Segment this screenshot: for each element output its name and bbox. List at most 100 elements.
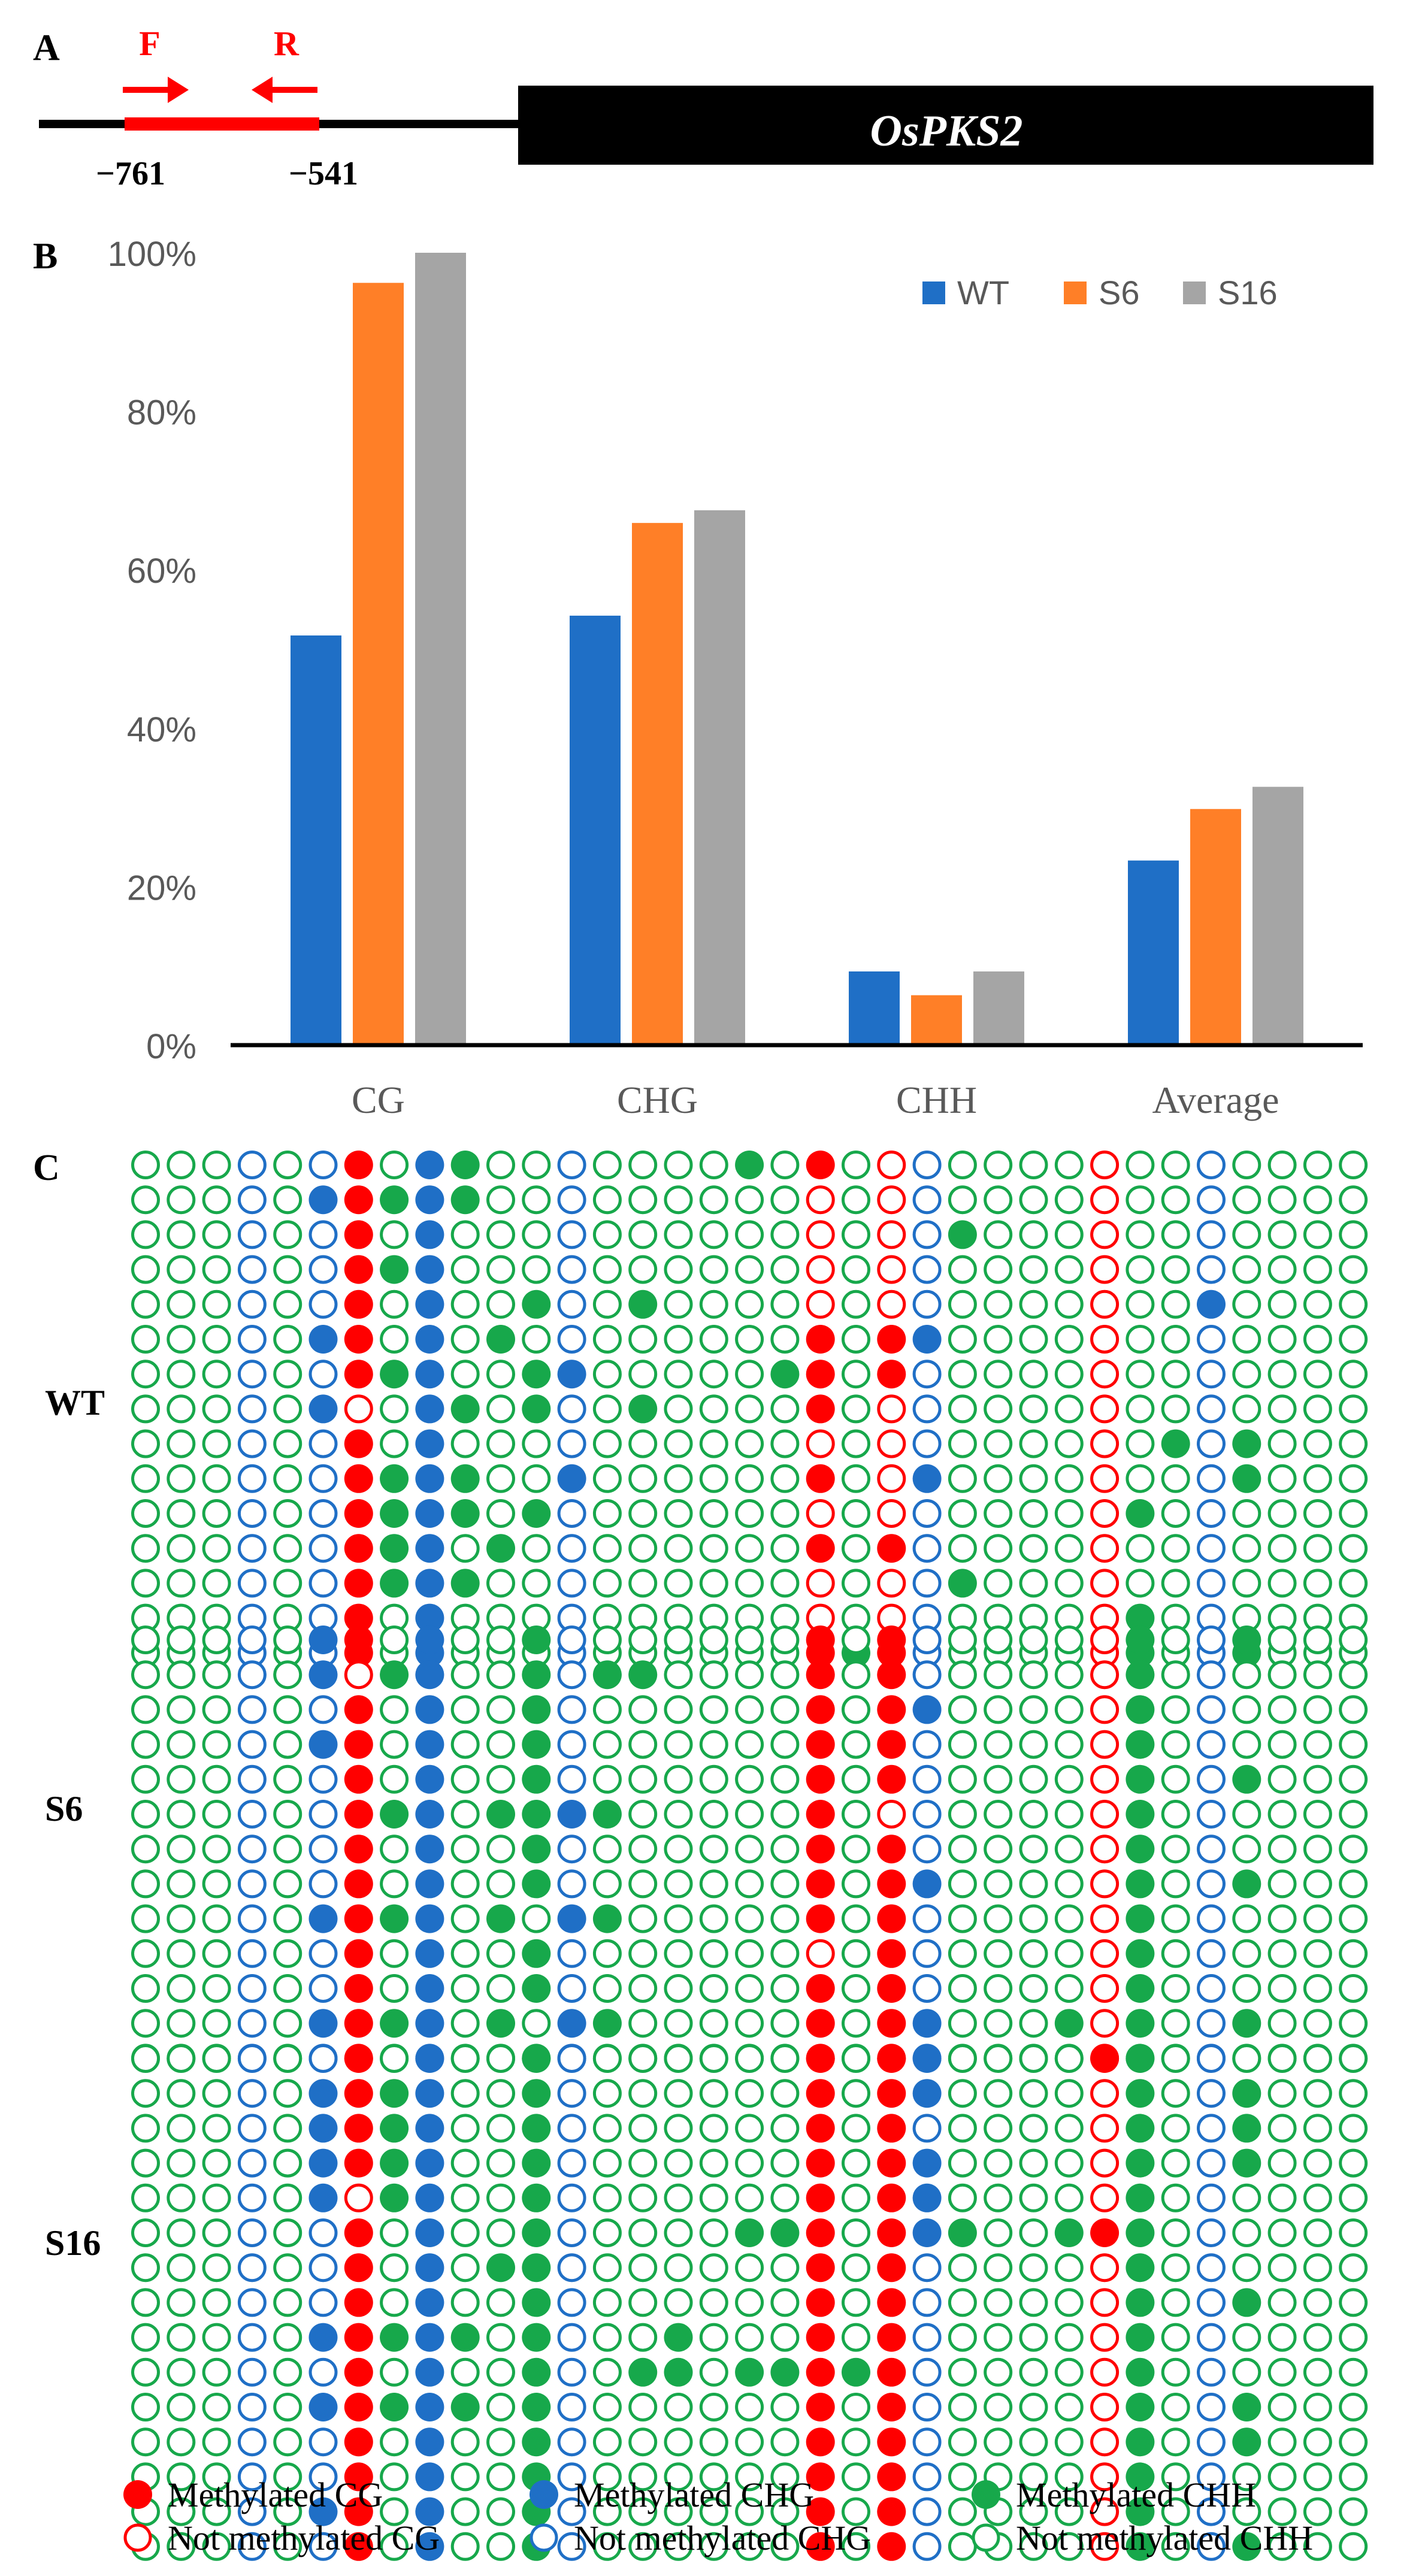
- site-chh-unmethylated: [1019, 1499, 1048, 1528]
- site-chg-unmethylated: [557, 2393, 586, 2421]
- site-chh-unmethylated: [202, 2044, 231, 2073]
- site-chg-methylated: [912, 1325, 942, 1354]
- site-chh-unmethylated: [167, 2218, 196, 2247]
- site-chh-unmethylated: [1019, 2393, 1048, 2421]
- site-chh-unmethylated: [486, 1185, 515, 1215]
- site-chh-unmethylated: [664, 1325, 693, 1354]
- site-chh-unmethylated: [770, 2323, 800, 2352]
- site-chh-unmethylated: [1303, 1220, 1332, 1249]
- site-cg-methylated: [877, 2253, 906, 2283]
- site-chh-unmethylated: [1232, 1660, 1261, 1690]
- site-chg-unmethylated: [1197, 2357, 1226, 2387]
- site-chh-unmethylated: [770, 1151, 800, 1179]
- site-chh-unmethylated: [664, 1695, 693, 1724]
- site-chh-unmethylated: [202, 2079, 231, 2108]
- site-chh-unmethylated: [1054, 2427, 1084, 2457]
- site-chh-unmethylated: [699, 1869, 728, 1899]
- site-chh-unmethylated: [1232, 1974, 1261, 2003]
- y-tick-label: 0%: [146, 1027, 196, 1066]
- site-chh-unmethylated: [1161, 2079, 1190, 2108]
- site-chh-unmethylated: [1232, 1904, 1261, 1933]
- site-chg-unmethylated: [237, 1939, 267, 1968]
- site-chh-unmethylated: [167, 2114, 196, 2143]
- site-cg-methylated: [877, 1904, 906, 1933]
- site-chh-unmethylated: [770, 2183, 800, 2212]
- site-chg-methylated: [912, 1695, 942, 1724]
- site-chh-unmethylated: [948, 2357, 977, 2387]
- site-chh-unmethylated: [699, 1800, 728, 1829]
- site-cg-methylated: [877, 2357, 906, 2387]
- site-cg-unmethylated: [806, 1499, 835, 1528]
- site-chh-unmethylated: [202, 2114, 231, 2143]
- site-chh-methylated: [1126, 1730, 1155, 1759]
- site-chh-unmethylated: [592, 1730, 622, 1759]
- site-chh-unmethylated: [1019, 1429, 1048, 1458]
- site-chh-unmethylated: [131, 1974, 160, 2003]
- site-chg-unmethylated: [1197, 2462, 1226, 2492]
- site-chh-unmethylated: [948, 1904, 977, 1933]
- site-cg-methylated: [806, 1325, 835, 1354]
- site-cg-methylated: [877, 2462, 906, 2492]
- site-chh-methylated: [522, 1625, 551, 1654]
- site-chh-unmethylated: [770, 2462, 800, 2492]
- site-cg-unmethylated: [1090, 1185, 1120, 1215]
- site-chh-methylated: [380, 2183, 409, 2212]
- site-chh-unmethylated: [522, 1464, 551, 1493]
- site-chg-unmethylated: [557, 2288, 586, 2317]
- site-chh-unmethylated: [1267, 1220, 1297, 1249]
- site-chh-unmethylated: [167, 2148, 196, 2178]
- site-cg-unmethylated: [1090, 2323, 1120, 2352]
- site-cg-unmethylated: [1090, 1569, 1120, 1598]
- site-chh-unmethylated: [202, 1730, 231, 1759]
- site-cg-methylated: [877, 1835, 906, 1864]
- site-chg-unmethylated: [912, 2357, 942, 2387]
- site-cg-methylated: [877, 2218, 906, 2247]
- site-cg-methylated: [344, 1255, 373, 1284]
- site-chh-unmethylated: [1267, 2393, 1297, 2421]
- site-chh-unmethylated: [131, 1289, 160, 1319]
- site-chg-unmethylated: [912, 1939, 942, 1968]
- site-chh-unmethylated: [380, 2044, 409, 2073]
- site-chh-methylated: [522, 2323, 551, 2352]
- site-chh-unmethylated: [984, 1289, 1013, 1319]
- site-chg-unmethylated: [557, 1429, 586, 1458]
- site-chg-unmethylated: [237, 2427, 267, 2457]
- site-chg-unmethylated: [557, 1151, 586, 1179]
- site-chh-unmethylated: [1054, 2532, 1084, 2561]
- site-chg-unmethylated: [1197, 1464, 1226, 1493]
- site-chh-unmethylated: [592, 2323, 622, 2352]
- site-cg-methylated: [877, 1625, 906, 1654]
- site-chh-unmethylated: [770, 1660, 800, 1690]
- site-chh-unmethylated: [202, 1360, 231, 1389]
- group-label-s6: S6: [45, 1789, 83, 1829]
- site-chg-methylated: [308, 1660, 338, 1690]
- site-chh-methylated: [522, 1499, 551, 1528]
- site-chh-unmethylated: [202, 1185, 231, 1215]
- site-chh-unmethylated: [1161, 2288, 1190, 2317]
- site-chh-unmethylated: [131, 1764, 160, 1794]
- site-chh-unmethylated: [273, 1534, 302, 1563]
- site-chh-unmethylated: [699, 1464, 728, 1493]
- site-chg-unmethylated: [1197, 1534, 1226, 1563]
- site-chh-unmethylated: [486, 2393, 515, 2421]
- site-chh-unmethylated: [735, 1904, 764, 1933]
- site-chh-unmethylated: [167, 2357, 196, 2387]
- site-chh-unmethylated: [167, 2393, 196, 2421]
- site-cg-methylated: [806, 1904, 835, 1933]
- site-chh-methylated: [1126, 2218, 1155, 2247]
- site-chh-unmethylated: [202, 1464, 231, 1493]
- site-cg-unmethylated: [1090, 2183, 1120, 2212]
- site-chh-methylated: [1126, 2323, 1155, 2352]
- site-chh-unmethylated: [984, 1835, 1013, 1864]
- site-chh-unmethylated: [486, 1360, 515, 1389]
- site-chh-unmethylated: [1303, 2357, 1332, 2387]
- site-chh-unmethylated: [273, 2183, 302, 2212]
- site-chg-unmethylated: [557, 1835, 586, 1864]
- site-chh-unmethylated: [380, 1939, 409, 1968]
- site-chh-unmethylated: [664, 1660, 693, 1690]
- site-chh-methylated: [450, 2323, 480, 2352]
- site-chh-unmethylated: [592, 1185, 622, 1215]
- site-chh-methylated: [1126, 2114, 1155, 2143]
- site-chh-unmethylated: [628, 2497, 658, 2526]
- site-chh-unmethylated: [450, 2148, 480, 2178]
